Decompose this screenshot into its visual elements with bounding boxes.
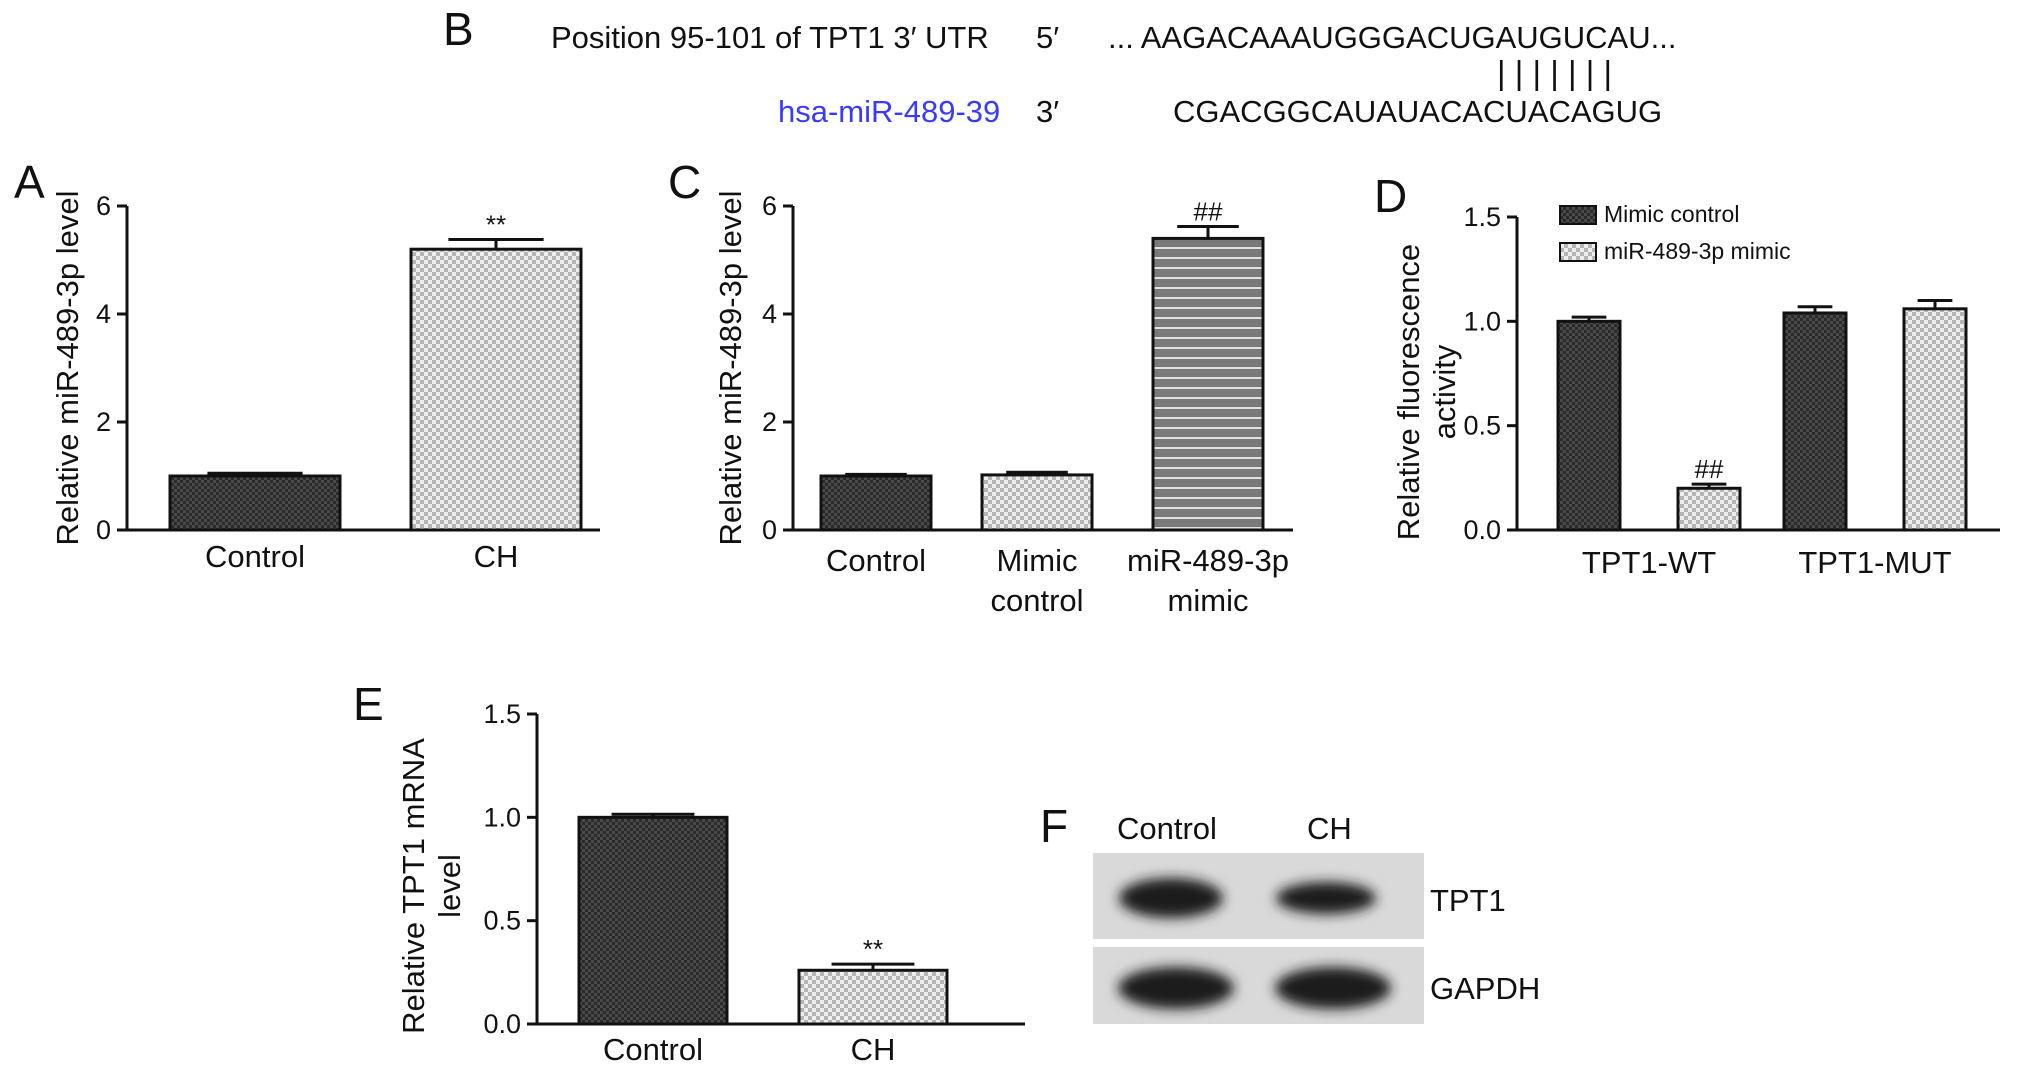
- panel-d-legend-label: miR-489-3p mimic: [1604, 238, 1791, 264]
- panel-c-category-label: control: [990, 583, 1083, 618]
- blot-lane-label-ch: CH: [1307, 811, 1352, 846]
- utr-sequence: ... AAGACAAAUGGGACUGAUGUCAU...: [1108, 20, 1676, 55]
- panel-e-category-label: CH: [851, 1032, 896, 1067]
- panel-d-y-axis-title-line: Relative fluorescence: [1391, 244, 1426, 540]
- blot-row-label-gapdh: GAPDH: [1430, 971, 1540, 1006]
- panel-d-bar: [1676, 486, 1742, 532]
- panel-c-letter: C: [668, 156, 701, 208]
- panel-e-y-axis-title: Relative TPT1 mRNAlevel: [396, 738, 467, 1034]
- blot-band-tpt1-ch: [1276, 882, 1376, 914]
- panel-a-category-label: CH: [474, 539, 519, 574]
- panel-a-ytick-label: 0: [96, 515, 111, 545]
- panel-d-ytick-label: 1.5: [1463, 202, 1501, 232]
- panel-a-category-label: Control: [205, 539, 305, 574]
- chart-panel-a: A 0 2 4 6 Relative miR-489-3p level Control ** C…: [14, 156, 600, 574]
- panel-e-bar-significance: **: [863, 934, 883, 964]
- utr-position-label: Position 95-101 of TPT1 3′ UTR: [551, 20, 989, 55]
- blot-band-tpt1-control: [1119, 878, 1223, 918]
- panel-f-letter: F: [1040, 800, 1068, 852]
- panel-b: B Position 95-101 of TPT1 3′ UTR 5′ ... …: [443, 3, 1676, 129]
- panel-e-letter: E: [353, 678, 384, 730]
- panel-c-category-label: Mimic: [997, 543, 1078, 578]
- panel-e-y-axis-title-line: Relative TPT1 mRNA: [396, 738, 431, 1034]
- panel-e-ytick-label: 1.5: [483, 699, 521, 729]
- panel-e-ytick-label: 1.0: [483, 802, 521, 832]
- panel-c-bar: [819, 474, 933, 532]
- panel-c-ytick-label: 4: [762, 299, 777, 329]
- panel-c-bar: [980, 473, 1094, 532]
- panel-c-ytick-label: 2: [762, 407, 777, 437]
- panel-c-category-label: mimic: [1168, 583, 1249, 618]
- panel-d-bar-significance: ##: [1695, 454, 1724, 484]
- panel-c-y-axis-title: Relative miR-489-3p level: [713, 191, 748, 546]
- panel-a-bar-significance: **: [486, 209, 506, 239]
- panel-d-legend-swatch: [1559, 205, 1597, 225]
- panel-d-y-axis-title-line: activity: [1427, 344, 1462, 439]
- panel-c-category-label: Control: [826, 543, 926, 578]
- panel-a-letter: A: [14, 156, 45, 208]
- panel-d-ytick-label: 0.0: [1463, 515, 1501, 545]
- chart-panel-e: E 0.0 0.5 1.0 1.5 Relative TPT1 mRNAlevel Cont…: [353, 678, 1025, 1067]
- mirna-sequence: CGACGGCAUAUACACUACAGUG: [1173, 94, 1662, 129]
- panel-d-letter: D: [1374, 170, 1407, 222]
- panel-d-category-label: TPT1-WT: [1582, 545, 1716, 580]
- panel-d-ytick-label: 0.5: [1463, 411, 1501, 441]
- panel-b-letter: B: [443, 3, 474, 55]
- mirna-3prime-label: 3′: [1036, 94, 1059, 129]
- panel-d-legend-label: Mimic control: [1604, 201, 1739, 227]
- panel-d-legend-swatch: [1559, 242, 1597, 262]
- panel-d-bar: [1902, 307, 1968, 532]
- blot-lane-label-control: Control: [1117, 811, 1217, 846]
- mirna-label: hsa-miR-489-39: [778, 94, 1000, 129]
- panel-e-ytick-label: 0.0: [483, 1009, 521, 1039]
- panel-a-ytick-label: 4: [96, 299, 111, 329]
- blot-band-gapdh-ch: [1275, 967, 1391, 1009]
- panel-d-category-label: TPT1-MUT: [1798, 545, 1951, 580]
- panel-e-bar: [577, 815, 729, 1026]
- panel-e-y-axis-title-line: level: [432, 854, 467, 918]
- panel-d-bar: [1782, 311, 1848, 532]
- panel-a-y-axis-title: Relative miR-489-3p level: [50, 191, 85, 546]
- panel-c-ytick-label: 0: [762, 515, 777, 545]
- panel-a-bar: [168, 474, 342, 532]
- panel-c-ytick-label: 6: [762, 191, 777, 221]
- panel-c-bar: [1151, 236, 1265, 532]
- panel-a-ytick-label: 2: [96, 407, 111, 437]
- blot-band-gapdh-control: [1118, 967, 1234, 1009]
- utr-5prime-label: 5′: [1036, 20, 1059, 55]
- panel-d-y-axis-title: Relative fluorescenceactivity: [1391, 244, 1462, 540]
- panel-e-bar: [797, 968, 949, 1026]
- panel-f: F Control CH TPT1 GAPDH: [1040, 800, 1540, 1024]
- panel-c-category-label: miR-489-3p: [1127, 543, 1289, 578]
- chart-panel-c: C 0 2 4 6 Relative miR-489-3p level Control Mim…: [668, 156, 1293, 618]
- panel-a-ytick-label: 6: [96, 191, 111, 221]
- panel-a-bar: [409, 247, 583, 532]
- panel-e-ytick-label: 0.5: [483, 906, 521, 936]
- blot-row-label-tpt1: TPT1: [1430, 883, 1506, 918]
- panel-e-category-label: Control: [603, 1032, 703, 1067]
- panel-c-bar-significance: ##: [1194, 197, 1223, 227]
- panel-d-bar: [1556, 319, 1622, 532]
- base-pairing-marks: | | | | | | |: [1497, 54, 1612, 91]
- panel-d-ytick-label: 1.0: [1463, 306, 1501, 336]
